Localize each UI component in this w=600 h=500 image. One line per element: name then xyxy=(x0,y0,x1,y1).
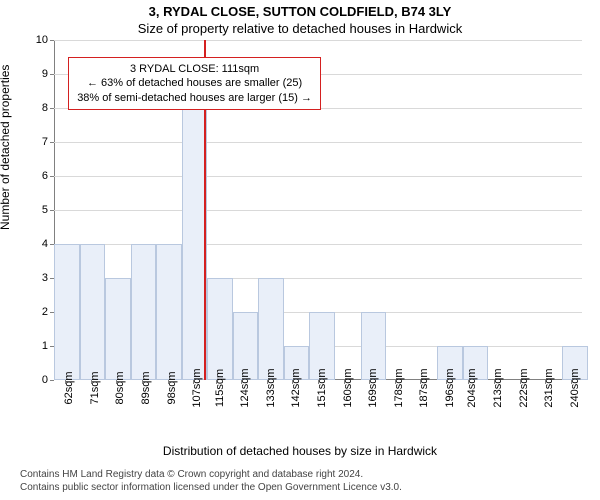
histogram-bar xyxy=(258,278,284,380)
x-tick-label: 124sqm xyxy=(239,368,251,407)
y-tick-label: 9 xyxy=(42,68,48,80)
y-tick-label: 1 xyxy=(42,340,48,352)
y-tick-label: 7 xyxy=(42,136,48,148)
x-tick-label: 107sqm xyxy=(191,368,203,407)
x-tick-label: 169sqm xyxy=(367,368,379,407)
x-tick-label: 71sqm xyxy=(89,371,101,404)
x-tick-label: 142sqm xyxy=(290,368,302,407)
infobox-line: 38% of semi-detached houses are larger (… xyxy=(77,91,312,105)
x-tick-label: 133sqm xyxy=(265,368,277,407)
gridline xyxy=(54,142,582,143)
chart-title-line1: 3, RYDAL CLOSE, SUTTON COLDFIELD, B74 3L… xyxy=(0,4,600,19)
y-tick-label: 5 xyxy=(42,204,48,216)
y-tick-mark xyxy=(50,176,54,177)
gridline xyxy=(54,176,582,177)
y-tick-label: 8 xyxy=(42,102,48,114)
histogram-bar xyxy=(131,244,157,380)
gridline xyxy=(54,210,582,211)
y-tick-mark xyxy=(50,74,54,75)
y-tick-label: 3 xyxy=(42,272,48,284)
x-tick-label: 196sqm xyxy=(444,368,456,407)
y-tick-label: 0 xyxy=(42,374,48,386)
y-tick-mark xyxy=(50,142,54,143)
gridline xyxy=(54,40,582,41)
y-tick-label: 4 xyxy=(42,238,48,250)
histogram-bar xyxy=(105,278,131,380)
histogram-bar xyxy=(182,108,208,380)
infobox-line: 3 RYDAL CLOSE: 111sqm xyxy=(77,62,312,76)
x-tick-label: 178sqm xyxy=(393,368,405,407)
reference-infobox: 3 RYDAL CLOSE: 111sqm← 63% of detached h… xyxy=(68,57,321,110)
x-tick-label: 62sqm xyxy=(63,371,75,404)
footer-line2: Contains public sector information licen… xyxy=(20,482,402,495)
x-tick-label: 98sqm xyxy=(166,371,178,404)
y-tick-mark xyxy=(50,380,54,381)
y-tick-mark xyxy=(50,108,54,109)
footer-line1: Contains HM Land Registry data © Crown c… xyxy=(20,469,402,482)
x-tick-label: 187sqm xyxy=(418,368,430,407)
y-tick-label: 6 xyxy=(42,170,48,182)
y-axis-label: Number of detached properties xyxy=(0,65,12,230)
x-axis-label: Distribution of detached houses by size … xyxy=(0,444,600,458)
histogram-plot: 01234567891062sqm71sqm80sqm89sqm98sqm107… xyxy=(54,40,582,380)
x-tick-label: 151sqm xyxy=(316,368,328,407)
histogram-bar xyxy=(80,244,106,380)
x-tick-label: 222sqm xyxy=(518,368,530,407)
x-tick-label: 204sqm xyxy=(466,368,478,407)
x-tick-label: 160sqm xyxy=(342,368,354,407)
x-tick-label: 240sqm xyxy=(569,368,581,407)
infobox-line: ← 63% of detached houses are smaller (25… xyxy=(77,76,312,90)
chart-title-line2: Size of property relative to detached ho… xyxy=(0,21,600,36)
histogram-bar xyxy=(54,244,80,380)
x-tick-label: 213sqm xyxy=(492,368,504,407)
y-tick-label: 2 xyxy=(42,306,48,318)
x-tick-label: 89sqm xyxy=(140,371,152,404)
x-tick-label: 231sqm xyxy=(543,368,555,407)
attribution-footer: Contains HM Land Registry data © Crown c… xyxy=(20,469,402,494)
x-tick-label: 115sqm xyxy=(214,369,226,407)
histogram-bar xyxy=(207,278,233,380)
y-tick-mark xyxy=(50,210,54,211)
y-tick-mark xyxy=(50,40,54,41)
x-tick-label: 80sqm xyxy=(114,371,126,404)
y-tick-label: 10 xyxy=(36,34,48,46)
histogram-bar xyxy=(156,244,182,380)
